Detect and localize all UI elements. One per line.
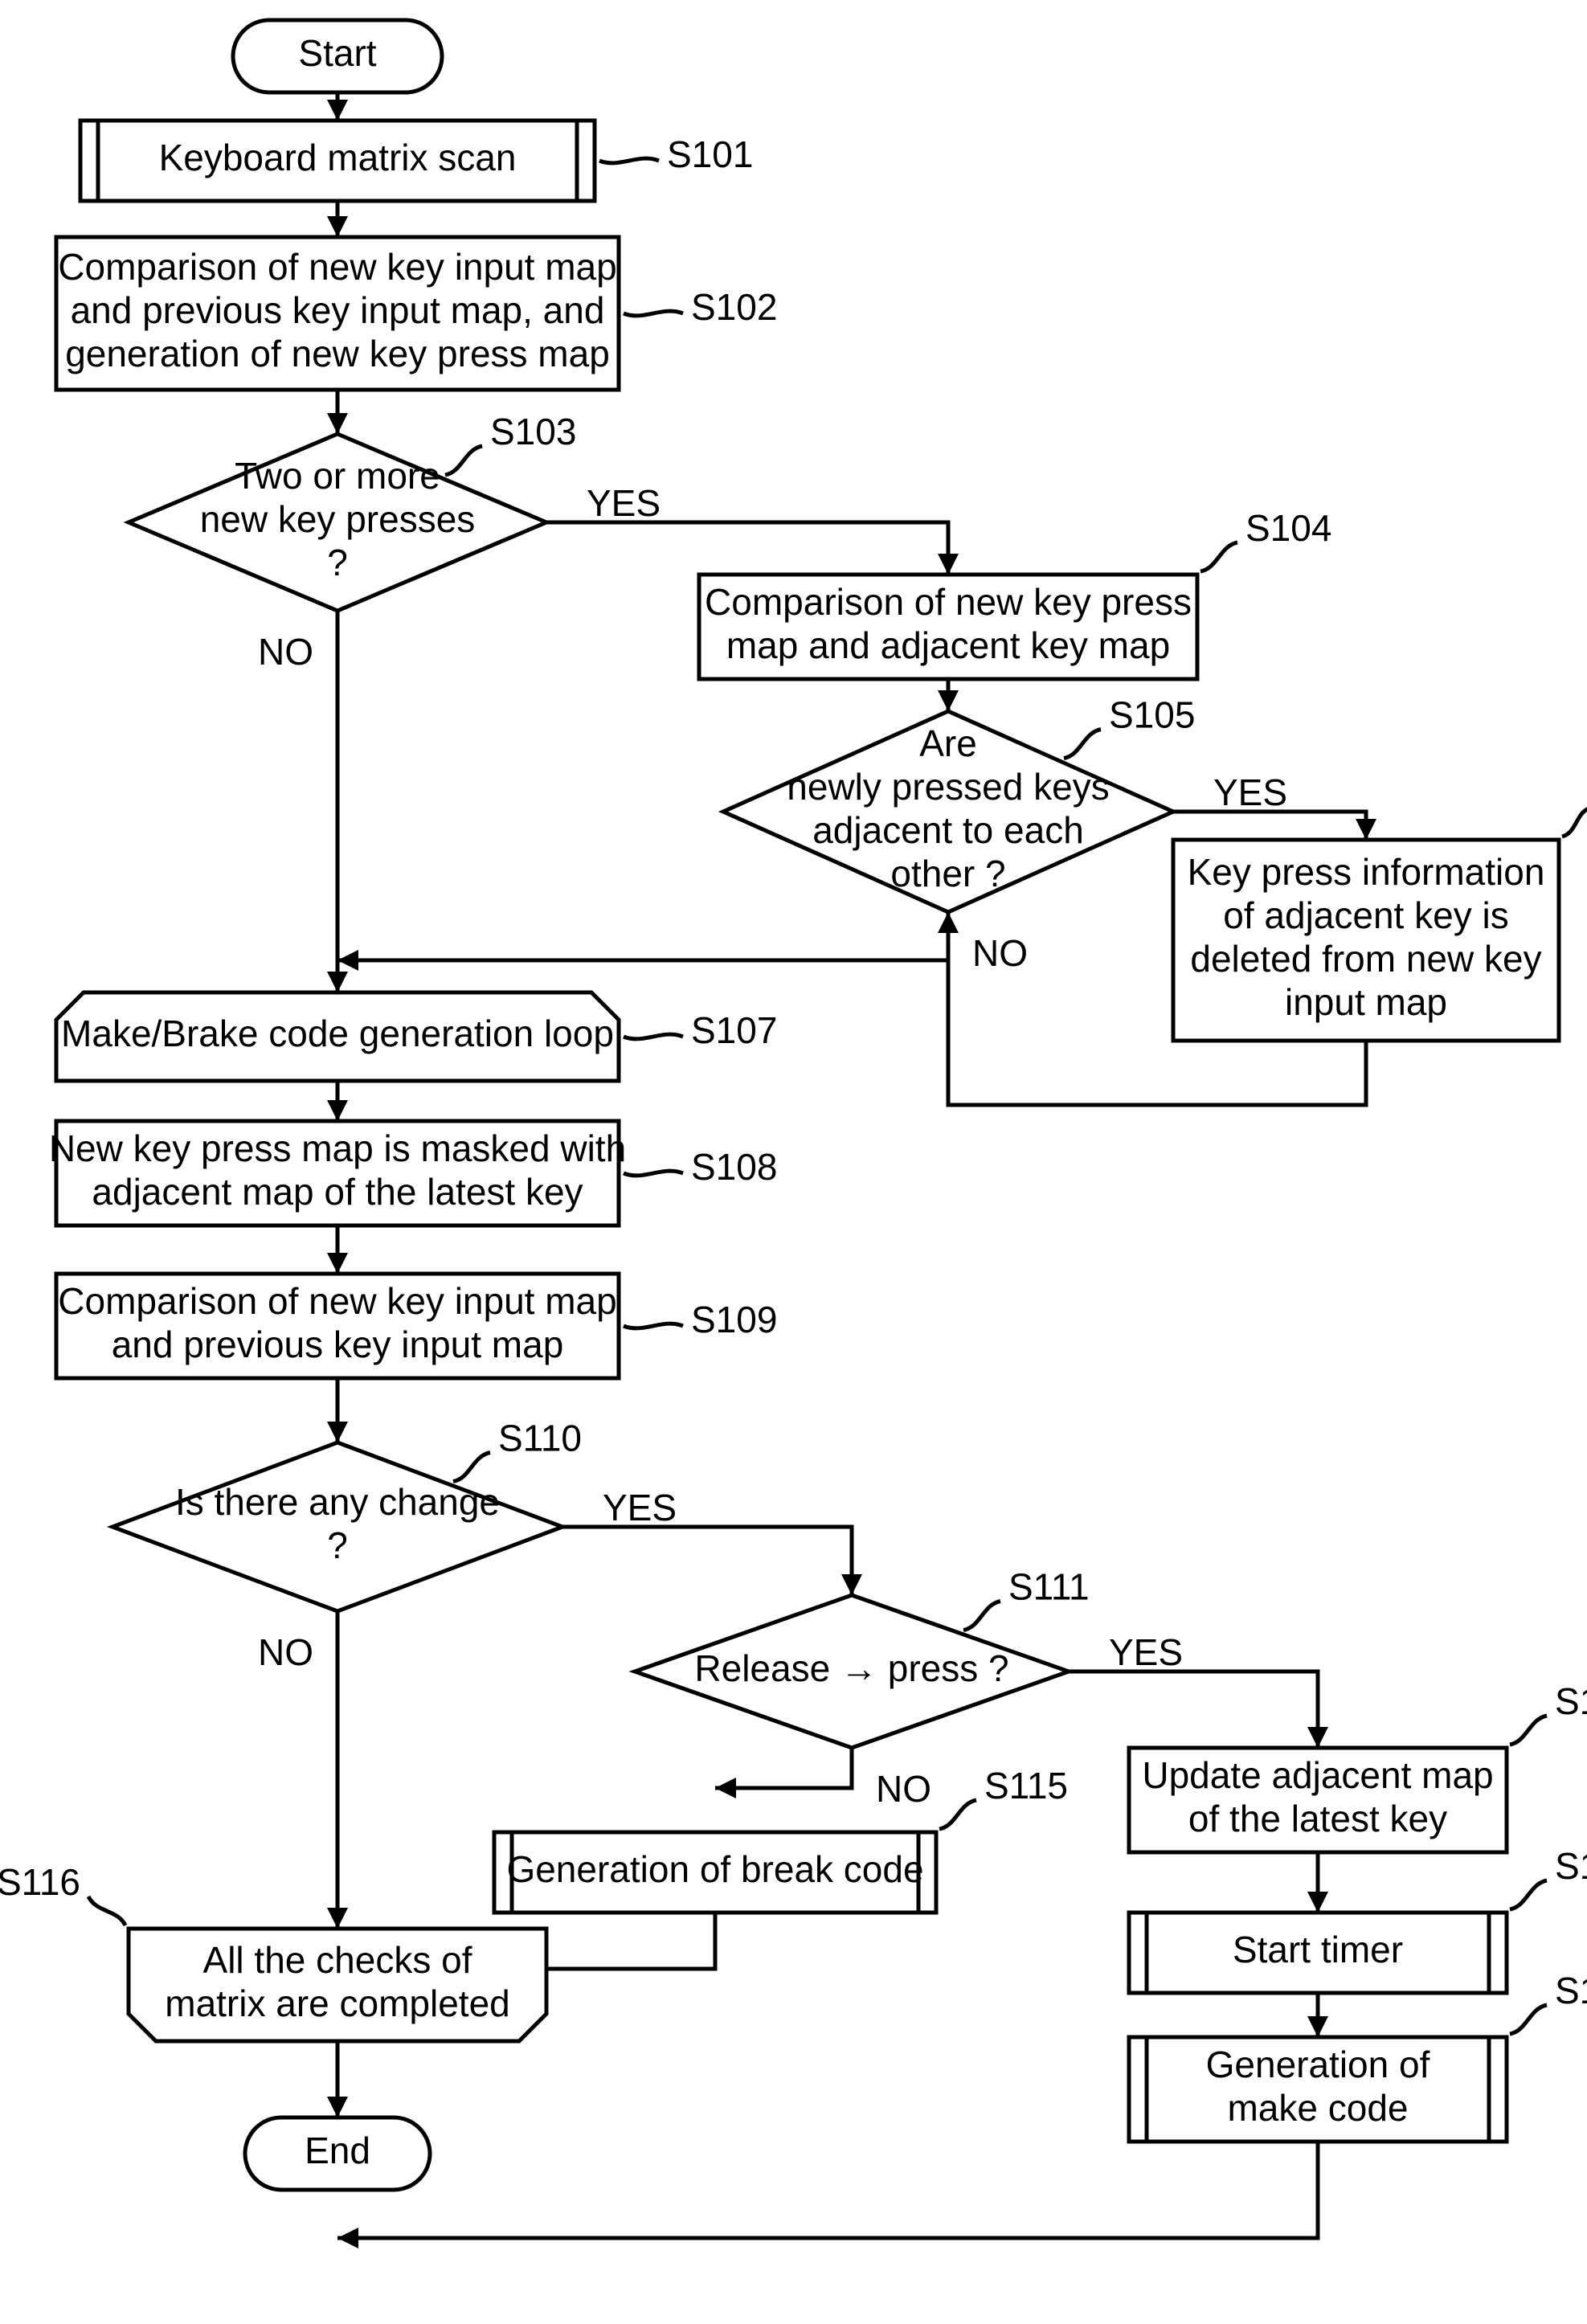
svg-text:Comparison of new key input ma: Comparison of new key input mapand previ… (58, 246, 616, 374)
node-s105: Arenewly pressed keysadjacent to eachoth… (723, 711, 1173, 912)
svg-text:Start timer: Start timer (1233, 1929, 1403, 1970)
svg-text:End: End (305, 2130, 370, 2171)
svg-text:S108: S108 (691, 1146, 777, 1188)
svg-text:Make/Brake code generation loo: Make/Brake code generation loop (61, 1013, 614, 1054)
svg-text:S112: S112 (1555, 1680, 1587, 1722)
svg-text:S107: S107 (691, 1009, 777, 1051)
node-s101: Keyboard matrix scan (80, 121, 595, 201)
edge-label: YES (587, 482, 661, 524)
svg-text:S116: S116 (0, 1861, 80, 1903)
svg-text:S115: S115 (984, 1765, 1068, 1806)
edge-label: YES (603, 1487, 677, 1528)
node-s102: Comparison of new key input mapand previ… (56, 237, 619, 390)
node-s104: Comparison of new key pressmap and adjac… (699, 575, 1197, 679)
svg-text:S104: S104 (1245, 507, 1331, 549)
svg-text:Start: Start (298, 32, 376, 74)
node-s113: Start timer (1129, 1913, 1507, 1993)
node-s106: Key press informationof adjacent key isd… (1173, 840, 1559, 1041)
node-s112: Update adjacent mapof the latest key (1129, 1748, 1507, 1852)
node-s109: Comparison of new key input mapand previ… (56, 1274, 619, 1378)
edge-label: NO (258, 1631, 313, 1673)
node-s114: Generation ofmake code (1129, 2037, 1507, 2142)
svg-text:S111: S111 (1008, 1566, 1090, 1608)
node-s116: All the checks ofmatrix are completed (129, 1929, 546, 2041)
edge-label: NO (972, 932, 1028, 974)
flowchart-canvas: NO YES YES NO NO YES NO YES Start Keyboard matrix… (0, 0, 1587, 2324)
svg-text:Release → press ?: Release → press ? (694, 1647, 1008, 1689)
edge-label: YES (1109, 1631, 1183, 1673)
node-s107: Make/Brake code generation loop (56, 992, 619, 1081)
edge-label: YES (1213, 771, 1287, 813)
node-s108: New key press map is masked withadjacent… (49, 1121, 626, 1225)
svg-text:S102: S102 (691, 286, 777, 328)
svg-text:S114: S114 (1555, 1970, 1587, 2011)
svg-text:S113: S113 (1555, 1845, 1587, 1887)
node-start: Start (233, 20, 442, 92)
svg-text:Generation of break code: Generation of break code (506, 1848, 923, 1890)
svg-text:S110: S110 (498, 1418, 582, 1459)
svg-text:S103: S103 (490, 411, 576, 452)
node-s111: Release → press ? (635, 1595, 1069, 1748)
node-s110: Is there any change? (112, 1442, 562, 1611)
node-s103: Two or morenew key presses? (129, 434, 546, 611)
svg-text:S101: S101 (667, 133, 753, 175)
svg-text:S105: S105 (1109, 694, 1195, 736)
svg-text:S109: S109 (691, 1299, 777, 1340)
node-end: End (245, 2117, 430, 2190)
svg-text:Keyboard matrix scan: Keyboard matrix scan (159, 137, 517, 178)
edge-label: NO (876, 1768, 931, 1810)
edge-label: NO (258, 631, 313, 673)
node-s115: Generation of break code (494, 1832, 936, 1913)
